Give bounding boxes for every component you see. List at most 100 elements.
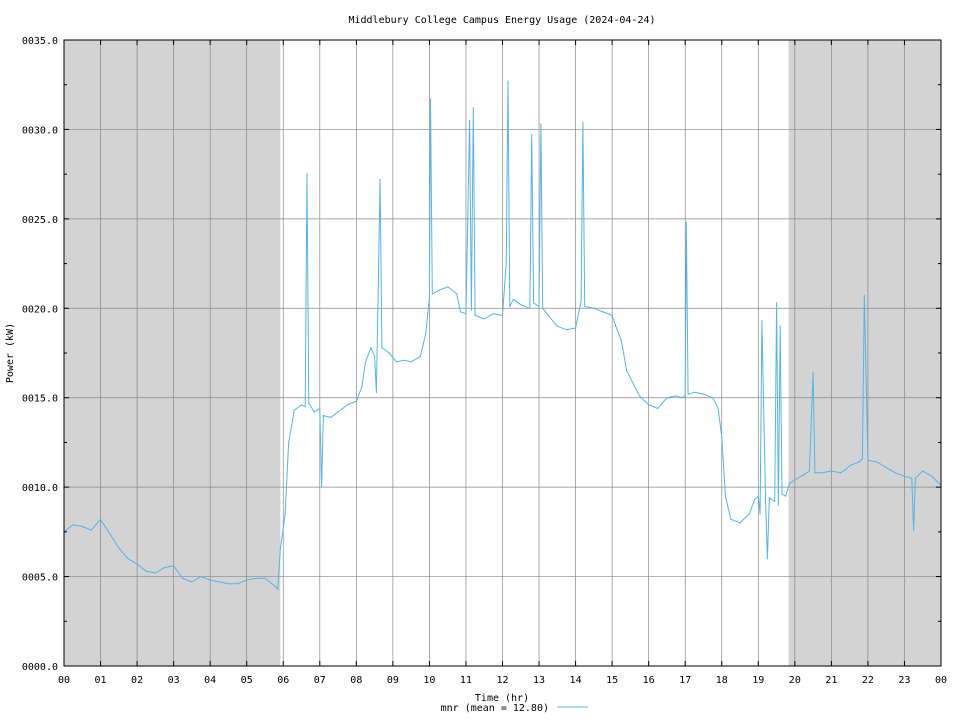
series-point xyxy=(127,558,129,560)
series-point xyxy=(761,320,763,322)
series-point xyxy=(419,355,421,358)
series-point xyxy=(794,479,796,481)
series-point xyxy=(410,361,412,363)
series-point xyxy=(759,513,761,515)
series-point xyxy=(584,305,586,308)
x-tick-label: 03 xyxy=(168,675,180,686)
series-point xyxy=(395,361,398,363)
series-point xyxy=(845,468,847,470)
series-point xyxy=(684,395,686,397)
series-point xyxy=(279,549,281,551)
y-tick-label: 0025.0 xyxy=(22,215,58,226)
series-point xyxy=(638,395,641,397)
x-tick-label: 02 xyxy=(131,675,143,686)
y-tick-label: 0035.0 xyxy=(22,36,58,47)
series-point xyxy=(330,416,332,418)
y-tick-label: 0015.0 xyxy=(22,394,58,405)
series-point xyxy=(145,570,147,572)
series-point xyxy=(814,472,816,474)
series-point xyxy=(72,524,74,526)
series-point xyxy=(81,525,83,528)
series-point xyxy=(894,472,896,474)
series-point xyxy=(757,495,759,497)
series-point xyxy=(788,482,790,485)
x-tick-label: 20 xyxy=(789,675,801,686)
y-tick-label: 0005.0 xyxy=(22,573,58,584)
series-point xyxy=(712,397,714,399)
series-point xyxy=(109,533,111,535)
series-point xyxy=(644,400,646,402)
x-tick-label: 04 xyxy=(204,675,216,686)
series-point xyxy=(611,314,613,317)
series-point xyxy=(540,123,542,125)
series-point xyxy=(777,504,779,506)
series-point xyxy=(685,221,687,224)
x-tick-label: 13 xyxy=(533,675,545,686)
series-point xyxy=(781,493,783,495)
series-point xyxy=(456,293,458,295)
x-tick-label: 23 xyxy=(898,675,910,686)
series-point xyxy=(593,307,595,309)
y-tick-label: 0000.0 xyxy=(22,662,58,673)
x-tick-label: 14 xyxy=(570,675,582,686)
series-point xyxy=(322,415,325,417)
series-point xyxy=(914,477,917,479)
series-point xyxy=(313,411,315,413)
x-tick-label: 10 xyxy=(423,675,435,686)
series-point xyxy=(675,395,677,397)
series-point xyxy=(520,304,522,306)
series-point xyxy=(538,305,540,308)
series-point xyxy=(429,98,432,100)
series-point xyxy=(721,436,723,438)
series-point xyxy=(768,497,770,499)
series-layer xyxy=(63,80,942,590)
series-point xyxy=(381,347,383,349)
series-point xyxy=(867,459,869,461)
x-axis-label: Time (hr) xyxy=(475,693,529,704)
series-point xyxy=(687,393,689,395)
series-point xyxy=(428,296,431,299)
series-point xyxy=(154,572,156,574)
series-point xyxy=(472,107,474,109)
series-point xyxy=(922,470,924,472)
x-tick-label: 21 xyxy=(825,675,837,686)
series-point xyxy=(702,393,705,395)
series-point xyxy=(501,314,504,317)
series-point xyxy=(337,411,339,413)
shaded-range-0 xyxy=(64,40,281,666)
chart-title: Middlebury College Campus Energy Usage (… xyxy=(348,15,655,26)
series-point xyxy=(739,522,741,524)
series-point xyxy=(633,384,635,386)
series-point xyxy=(469,119,471,122)
x-tick-label: 17 xyxy=(679,675,691,686)
series-point xyxy=(912,529,915,531)
series-point xyxy=(182,577,184,579)
y-tick-label: 0030.0 xyxy=(22,125,58,136)
series-point xyxy=(474,314,476,317)
series-point xyxy=(173,565,175,567)
x-tick-label: 08 xyxy=(350,675,362,686)
series-point xyxy=(657,407,659,410)
series-point xyxy=(680,397,683,399)
series-point xyxy=(288,441,290,444)
series-point xyxy=(580,300,582,302)
series-point xyxy=(582,121,584,123)
series-point xyxy=(255,577,257,579)
axis-ticks xyxy=(63,39,942,667)
series-point xyxy=(403,359,405,361)
series-point xyxy=(885,466,887,469)
series-point xyxy=(748,513,750,515)
series-point xyxy=(374,355,376,358)
x-tick-label: 09 xyxy=(387,675,399,686)
x-tick-label: 01 xyxy=(95,675,107,686)
series-point xyxy=(556,325,558,327)
series-point xyxy=(724,495,727,497)
series-point xyxy=(730,518,732,520)
series-point xyxy=(903,475,906,478)
series-point xyxy=(361,386,363,388)
series-point xyxy=(483,318,485,320)
series-point xyxy=(379,178,381,181)
series-point xyxy=(666,397,668,399)
series-point xyxy=(163,567,166,569)
off-hours-shading xyxy=(64,40,941,666)
